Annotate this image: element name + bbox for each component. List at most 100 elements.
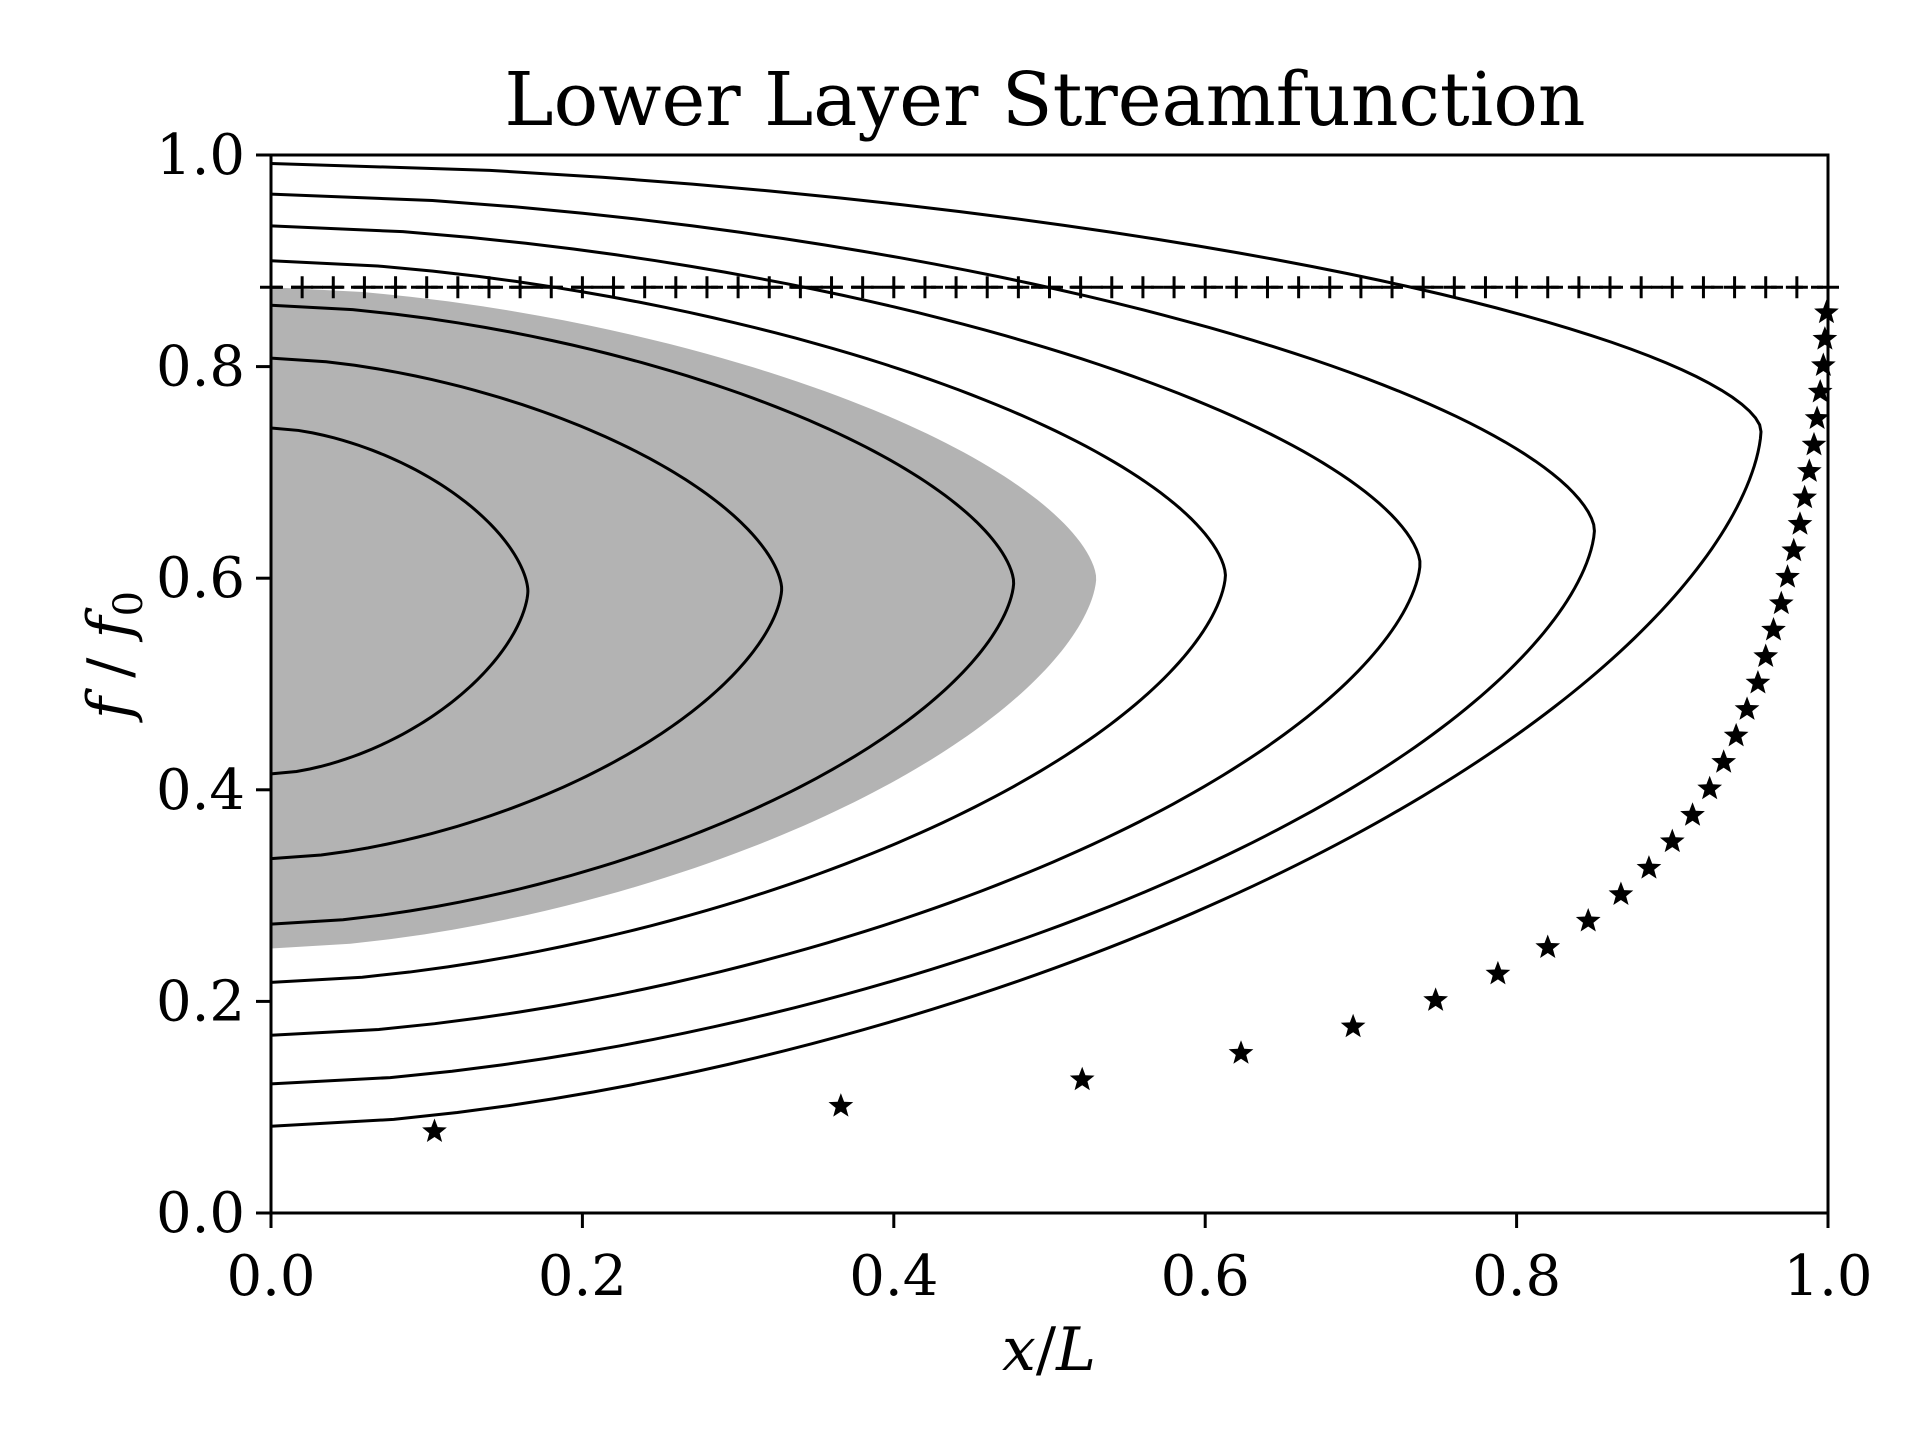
plus-marker	[571, 276, 594, 299]
y-tick-label: 1.0	[156, 123, 245, 188]
plus-marker	[291, 276, 314, 299]
y-tick-label: 0.2	[156, 969, 245, 1034]
plus-marker	[1038, 276, 1061, 299]
plus-marker	[446, 276, 469, 299]
y-axis-label-sub: 0	[106, 591, 152, 616]
plus-marker	[540, 276, 563, 299]
plus-marker	[477, 276, 500, 299]
axes-frame	[269, 153, 1830, 1215]
star-point	[828, 1093, 854, 1117]
star-point	[1812, 326, 1838, 350]
x-tick-label: 0.2	[538, 1244, 627, 1309]
plus-marker	[1443, 276, 1466, 299]
plus-marker	[1287, 276, 1310, 299]
plus-marker	[1194, 276, 1217, 299]
star-point	[1711, 749, 1737, 773]
plus-marker	[1536, 276, 1559, 299]
star-point	[1697, 775, 1723, 800]
star-point	[1485, 960, 1511, 985]
star-point	[1636, 855, 1662, 879]
y-tick-label: 0.6	[156, 546, 245, 611]
x-axis-label: x/L	[1002, 1315, 1096, 1385]
star-point	[1069, 1066, 1095, 1091]
plus-marker	[1256, 276, 1279, 299]
star-point	[1228, 1040, 1254, 1064]
contour-line-5	[270, 224, 1422, 1037]
x-tick-label: 0.4	[849, 1244, 938, 1309]
chart-title: Lower Layer Streamfunction	[504, 57, 1585, 143]
plus-marker	[353, 276, 376, 299]
plus-marker	[1567, 276, 1590, 299]
star-point	[1787, 511, 1813, 535]
star-point	[1814, 299, 1839, 324]
plus-marker	[820, 276, 843, 299]
plus-marker	[664, 276, 687, 299]
plus-marker	[1163, 276, 1186, 299]
star-point	[1768, 590, 1794, 615]
star-point	[1775, 564, 1800, 588]
plus-marker	[384, 276, 407, 299]
plus-marker	[415, 276, 438, 299]
plus-marker	[1381, 276, 1404, 299]
contour-line-7	[270, 161, 1763, 1128]
star-point	[1804, 405, 1830, 429]
plus-marker	[945, 276, 968, 299]
plus-marker	[602, 276, 625, 299]
star-point	[1753, 643, 1779, 668]
plus-marker	[1225, 276, 1248, 299]
plus-marker	[1599, 276, 1622, 299]
y-tick-label: 0.0	[156, 1181, 245, 1246]
plus-marker	[633, 276, 656, 299]
shaded-region	[271, 287, 1097, 949]
x-axis-label-x: x	[1002, 1315, 1036, 1385]
star-point	[1801, 431, 1827, 456]
plus-marker	[789, 276, 812, 299]
plus-marker	[1412, 276, 1435, 299]
plus-marker	[1349, 276, 1372, 299]
y-axis-label-group: f / f0	[75, 591, 152, 723]
star-point	[1723, 722, 1749, 747]
plus-marker	[1630, 276, 1653, 299]
plus-marker	[322, 276, 345, 299]
star-point	[1575, 907, 1601, 932]
plus-marker	[1723, 276, 1746, 299]
y-tick-label: 0.8	[156, 335, 245, 400]
plus-marker	[1474, 276, 1497, 299]
plus-marker	[1007, 276, 1030, 299]
star-point	[1796, 458, 1822, 482]
star-point	[1340, 1013, 1366, 1038]
plus-marker	[1069, 276, 1092, 299]
plus-marker	[1785, 276, 1808, 299]
contour-line-3	[270, 303, 1016, 926]
plus-marker	[976, 276, 999, 299]
x-tick-label: 0.6	[1161, 1244, 1250, 1309]
star-point	[1680, 802, 1705, 826]
star-point	[1659, 828, 1685, 853]
plus-marker	[758, 276, 781, 299]
axis-ticks: 0.0 0.2 0.4 0.6 0.8 1.0 0.0 0.2 0.4 0.6 0.8 1.0	[156, 123, 1873, 1309]
star-point	[1535, 934, 1561, 958]
star-point	[1734, 696, 1760, 720]
plus-marker	[1661, 276, 1684, 299]
plus-marker	[1692, 276, 1715, 299]
x-tick-label: 1.0	[1783, 1244, 1872, 1309]
contour-line-2	[270, 356, 784, 861]
star-point	[1792, 484, 1818, 509]
y-tick-label: 0.4	[156, 758, 245, 823]
star-point	[1423, 987, 1448, 1011]
contour-line-4	[270, 259, 1227, 984]
contour-line-6	[270, 192, 1596, 1086]
x-tick-label: 0.8	[1472, 1244, 1561, 1309]
plus-marker	[913, 276, 936, 299]
star-point	[1810, 352, 1836, 377]
star-point	[1807, 378, 1833, 403]
star-point	[1608, 881, 1634, 906]
plus-marker	[1131, 276, 1154, 299]
contour-line-1	[270, 426, 530, 776]
star-point	[1745, 669, 1771, 694]
plus-marker	[1754, 276, 1777, 299]
star-point	[1761, 617, 1786, 641]
plus-marker	[1318, 276, 1341, 299]
plus-marker	[695, 276, 718, 299]
